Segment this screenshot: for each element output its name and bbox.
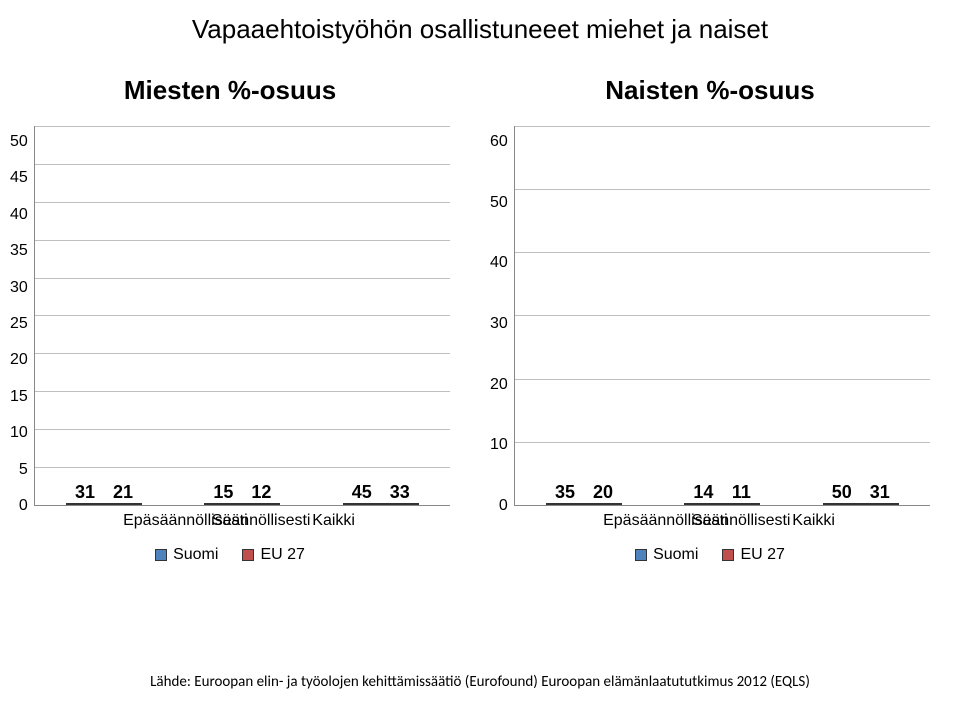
bar-value-label: 33 xyxy=(390,482,410,503)
bar: 12 xyxy=(242,503,280,505)
chart-left-plot: 312115124533 xyxy=(34,126,450,506)
ytick-label: 40 xyxy=(490,255,508,271)
ytick-label: 10 xyxy=(490,437,508,453)
charts-row: Miesten %-osuus 50454035302520151050 312… xyxy=(0,45,960,564)
ytick-label: 25 xyxy=(10,316,28,332)
ytick-label: 20 xyxy=(490,377,508,393)
legend-swatch xyxy=(242,549,254,561)
chart-left-yaxis: 50454035302520151050 xyxy=(10,126,34,506)
bar-value-label: 11 xyxy=(732,482,751,503)
bar-group: 5031 xyxy=(809,503,913,505)
bar: 11 xyxy=(722,503,760,505)
ytick-label: 30 xyxy=(10,280,28,296)
legend-item: EU 27 xyxy=(242,546,304,564)
bar: 31 xyxy=(861,503,899,505)
ytick-label: 50 xyxy=(490,195,508,211)
bar-group: 3520 xyxy=(532,503,636,505)
legend-item: Suomi xyxy=(635,546,698,564)
chart-left: Miesten %-osuus 50454035302520151050 312… xyxy=(10,75,450,564)
chart-right-legend: Suomi EU 27 xyxy=(635,546,785,564)
xtick-label: Epäsäännöllisesti xyxy=(603,512,669,530)
bar: 14 xyxy=(684,503,722,505)
legend-label: Suomi xyxy=(653,546,698,564)
chart-right-plot: 352014115031 xyxy=(514,126,930,506)
bar-group: 1411 xyxy=(670,503,774,505)
bar-value-label: 21 xyxy=(113,482,133,503)
chart-left-xaxis: Epäsäännöllisesti Säännöllisesti Kaikki xyxy=(82,506,378,530)
bar: 21 xyxy=(104,503,142,505)
legend-label: Suomi xyxy=(173,546,218,564)
ytick-label: 40 xyxy=(10,207,28,223)
ytick-label: 10 xyxy=(10,425,28,441)
bar-value-label: 14 xyxy=(693,482,713,503)
ytick-label: 30 xyxy=(490,316,508,332)
bar: 45 xyxy=(343,503,381,505)
ytick-label: 5 xyxy=(19,462,28,478)
main-title: Vapaaehtoistyöhön osallistuneeet miehet … xyxy=(0,0,960,45)
ytick-label: 50 xyxy=(10,134,28,150)
bar-value-label: 35 xyxy=(555,482,575,503)
ytick-label: 60 xyxy=(490,134,508,150)
legend-item: EU 27 xyxy=(722,546,784,564)
bar-group: 3121 xyxy=(52,503,156,505)
xtick-label: Kaikki xyxy=(780,512,846,530)
bar: 31 xyxy=(66,503,104,505)
ytick-label: 20 xyxy=(10,352,28,368)
bar: 35 xyxy=(546,503,584,505)
bar-group: 4533 xyxy=(329,503,433,505)
chart-right-title: Naisten %-osuus xyxy=(605,75,815,106)
chart-left-legend: Suomi EU 27 xyxy=(155,546,305,564)
legend-label: EU 27 xyxy=(260,546,304,564)
legend-swatch xyxy=(635,549,647,561)
legend-swatch xyxy=(155,549,167,561)
legend-label: EU 27 xyxy=(740,546,784,564)
bar: 50 xyxy=(823,503,861,505)
ytick-label: 0 xyxy=(19,498,28,514)
chart-right-yaxis: 6050403020100 xyxy=(490,126,514,506)
xtick-label: Epäsäännöllisesti xyxy=(123,512,189,530)
bar-value-label: 50 xyxy=(832,482,852,503)
bar: 20 xyxy=(584,503,622,505)
legend-item: Suomi xyxy=(155,546,218,564)
xtick-label: Säännöllisesti xyxy=(692,512,758,530)
bar-value-label: 20 xyxy=(593,482,613,503)
bar-value-label: 45 xyxy=(352,482,372,503)
ytick-label: 15 xyxy=(10,389,28,405)
chart-right: Naisten %-osuus 6050403020100 3520141150… xyxy=(490,75,930,564)
bar: 15 xyxy=(204,503,242,505)
ytick-label: 0 xyxy=(499,498,508,514)
bar: 33 xyxy=(381,503,419,505)
xtick-label: Säännöllisesti xyxy=(212,512,278,530)
legend-swatch xyxy=(722,549,734,561)
chart-left-title: Miesten %-osuus xyxy=(124,75,336,106)
ytick-label: 45 xyxy=(10,170,28,186)
bar-value-label: 12 xyxy=(251,482,271,503)
bar-value-label: 31 xyxy=(870,482,890,503)
xtick-label: Kaikki xyxy=(300,512,366,530)
bar-value-label: 15 xyxy=(213,482,233,503)
chart-right-xaxis: Epäsäännöllisesti Säännöllisesti Kaikki xyxy=(562,506,858,530)
source-citation: Lähde: Euroopan elin- ja työolojen kehit… xyxy=(0,673,960,691)
bar-group: 1512 xyxy=(190,503,294,505)
ytick-label: 35 xyxy=(10,243,28,259)
bar-value-label: 31 xyxy=(75,482,95,503)
